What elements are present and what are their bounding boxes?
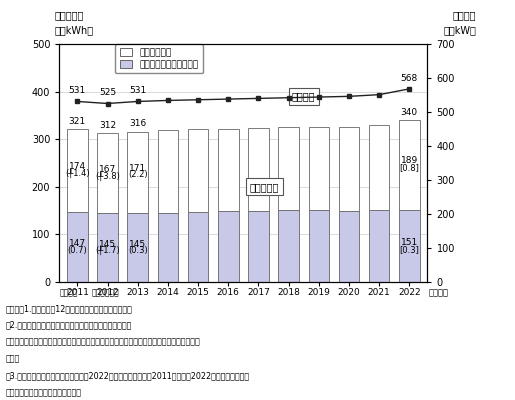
- Text: 147: 147: [69, 239, 86, 248]
- Text: 、2.特定規模需要以外の需要とは、一般家庭などの需要。: 、2.特定規模需要以外の需要とは、一般家庭などの需要。: [5, 321, 131, 330]
- Text: 要。: 要。: [5, 354, 20, 363]
- Text: 321: 321: [69, 117, 86, 126]
- Text: 568: 568: [401, 74, 418, 83]
- Text: 525: 525: [99, 88, 116, 97]
- Bar: [248, 128, 269, 210]
- Text: 151: 151: [401, 238, 418, 247]
- Text: また、特定規模需要は、高圧以上で電力を供給している事務所、商業施設、工場などの需: また、特定規模需要は、高圧以上で電力を供給している事務所、商業施設、工場などの需: [5, 338, 200, 346]
- Text: （推定実績）: （推定実績）: [91, 288, 119, 297]
- Bar: [278, 210, 299, 282]
- Bar: [399, 120, 420, 210]
- Bar: [188, 212, 209, 282]
- Text: 最大電力: 最大電力: [453, 10, 476, 20]
- Bar: [369, 210, 389, 282]
- Bar: [127, 213, 148, 282]
- Text: 316: 316: [129, 119, 146, 128]
- Text: 531: 531: [129, 86, 146, 95]
- Bar: [218, 211, 238, 282]
- Legend: 特定規模需要, 特定規模需要以外の需要: 特定規模需要, 特定規模需要以外の需要: [115, 44, 203, 74]
- Text: （億kWh）: （億kWh）: [54, 25, 93, 35]
- Text: (2.2): (2.2): [128, 170, 147, 179]
- Text: （実績）: （実績）: [60, 288, 78, 297]
- Text: 189: 189: [401, 156, 418, 165]
- Text: び率（気象・うるう年補正後）。: び率（気象・うるう年補正後）。: [5, 388, 81, 397]
- Text: （万kW）: （万kW）: [443, 25, 476, 35]
- Text: 販売電力量: 販売電力量: [54, 10, 83, 20]
- Text: 171: 171: [129, 164, 146, 173]
- Bar: [278, 127, 299, 210]
- Text: 312: 312: [99, 121, 116, 130]
- Text: （注）、1.最大電力は12月の送電端最大３日平均電力。: （注）、1.最大電力は12月の送電端最大３日平均電力。: [5, 304, 132, 313]
- Text: (╀1.4): (╀1.4): [65, 168, 90, 178]
- Text: 145: 145: [99, 240, 116, 248]
- Bar: [308, 210, 329, 282]
- Bar: [399, 210, 420, 282]
- Text: [0.8]: [0.8]: [400, 163, 419, 172]
- Text: 531: 531: [68, 86, 86, 95]
- Text: （年度）: （年度）: [428, 288, 449, 297]
- Bar: [158, 213, 178, 282]
- Bar: [248, 210, 269, 282]
- Bar: [97, 213, 118, 282]
- Bar: [339, 210, 359, 282]
- Bar: [97, 134, 118, 213]
- Text: (╀3.8): (╀3.8): [95, 171, 120, 181]
- Bar: [369, 125, 389, 210]
- Text: (╀1.7): (╀1.7): [95, 246, 120, 256]
- Text: 販売電力量: 販売電力量: [250, 182, 279, 192]
- Bar: [308, 127, 329, 210]
- Bar: [339, 127, 359, 210]
- Text: 、3.（　）は、対前年伸び率。なお、2022年度の［　］内は、2011年度から2022年度に至る平均伸: 、3.（ ）は、対前年伸び率。なお、2022年度の［ ］内は、2011年度から2…: [5, 371, 249, 380]
- Text: (0.7): (0.7): [67, 246, 87, 255]
- Bar: [67, 129, 88, 212]
- Text: 340: 340: [401, 108, 418, 117]
- Text: (0.3): (0.3): [128, 246, 148, 255]
- Bar: [218, 129, 238, 211]
- Text: 最大電力: 最大電力: [292, 91, 316, 101]
- Text: 167: 167: [99, 165, 116, 174]
- Text: [0.3]: [0.3]: [400, 245, 419, 254]
- Bar: [67, 212, 88, 282]
- Text: 145: 145: [129, 240, 146, 248]
- Text: 174: 174: [69, 162, 86, 171]
- Bar: [127, 132, 148, 213]
- Bar: [188, 129, 209, 212]
- Bar: [158, 130, 178, 213]
